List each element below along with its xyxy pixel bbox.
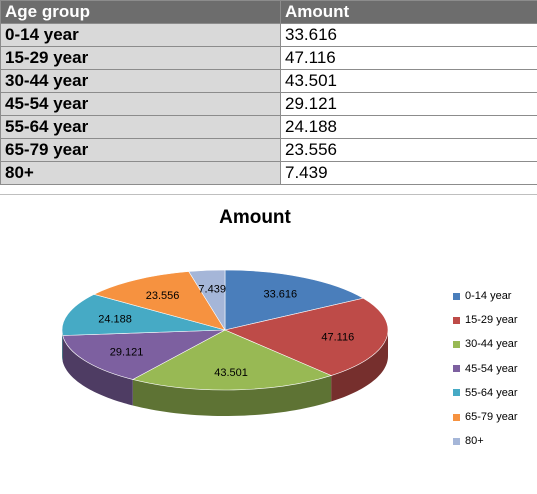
table-row: 30-44 year 43.501 <box>1 70 537 93</box>
data-label: 23.556 <box>146 290 180 302</box>
data-label: 7.439 <box>198 283 226 295</box>
row-value[interactable]: 33.616 <box>281 24 537 47</box>
row-label: 55-64 year <box>1 116 281 139</box>
data-label: 47.116 <box>321 331 354 343</box>
legend-item: 0-14 year <box>453 284 537 308</box>
legend-item: 15-29 year <box>453 308 537 332</box>
legend-swatch <box>453 341 460 348</box>
chart-legend: 0-14 year 15-29 year 30-44 year 45-54 year 5… <box>453 284 537 453</box>
legend-item: 65-79 year <box>453 405 537 429</box>
legend-item: 55-64 year <box>453 381 537 405</box>
row-label: 65-79 year <box>1 139 281 162</box>
legend-label: 65-79 year <box>465 411 518 423</box>
header-age-group: Age group <box>1 1 281 24</box>
table-row: 55-64 year 24.188 <box>1 116 537 139</box>
row-value[interactable]: 24.188 <box>281 116 537 139</box>
row-label: 80+ <box>1 162 281 185</box>
row-label: 45-54 year <box>1 93 281 116</box>
row-value[interactable]: 47.116 <box>281 47 537 70</box>
row-label: 30-44 year <box>1 70 281 93</box>
legend-label: 0-14 year <box>465 290 511 302</box>
row-value[interactable]: 23.556 <box>281 139 537 162</box>
table-row: 80+ 7.439 <box>1 162 537 185</box>
legend-label: 55-64 year <box>465 387 518 399</box>
legend-swatch <box>453 317 460 324</box>
data-label: 29.121 <box>110 346 144 358</box>
data-label: 33.616 <box>263 288 297 300</box>
legend-swatch <box>453 438 460 445</box>
data-label: 24.188 <box>98 314 132 326</box>
table-row: 45-54 year 29.121 <box>1 93 537 116</box>
table-row: 15-29 year 47.116 <box>1 47 537 70</box>
row-value[interactable]: 43.501 <box>281 70 537 93</box>
data-label: 43.501 <box>214 367 248 379</box>
legend-item: 80+ <box>453 429 537 453</box>
row-label: 15-29 year <box>1 47 281 70</box>
table-row: 0-14 year 33.616 <box>1 24 537 47</box>
legend-label: 45-54 year <box>465 363 518 375</box>
legend-label: 80+ <box>465 435 484 447</box>
legend-swatch <box>453 365 460 372</box>
legend-swatch <box>453 293 460 300</box>
table-header-row: Age group Amount <box>1 1 537 24</box>
row-value[interactable]: 29.121 <box>281 93 537 116</box>
data-table: Age group Amount 0-14 year 33.616 15-29 … <box>0 0 537 185</box>
table-row: 65-79 year 23.556 <box>1 139 537 162</box>
legend-swatch <box>453 389 460 396</box>
row-value[interactable]: 7.439 <box>281 162 537 185</box>
legend-item: 45-54 year <box>453 357 537 381</box>
legend-label: 30-44 year <box>465 338 518 350</box>
legend-label: 15-29 year <box>465 314 518 326</box>
header-amount: Amount <box>281 1 537 24</box>
row-label: 0-14 year <box>1 24 281 47</box>
legend-item: 30-44 year <box>453 332 537 356</box>
legend-swatch <box>453 414 460 421</box>
